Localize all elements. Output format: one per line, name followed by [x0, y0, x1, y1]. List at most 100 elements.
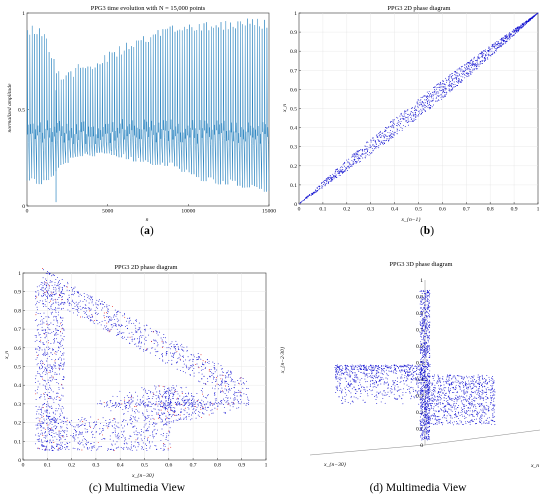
data-point: [235, 392, 237, 393]
data-point: [401, 114, 403, 116]
data-point: [92, 446, 94, 448]
data-point: [49, 386, 51, 388]
data-point: [232, 401, 234, 403]
data-point: [35, 443, 37, 445]
data-point: [182, 349, 184, 351]
data-point: [221, 400, 223, 402]
data-point: [75, 434, 77, 436]
data-point: [51, 423, 53, 425]
data-point: [37, 432, 39, 434]
data-point: [155, 398, 157, 400]
data-point: [354, 365, 356, 367]
y-tick-label: 0.4: [290, 126, 297, 132]
data-point: [401, 127, 403, 129]
data-point: [48, 346, 50, 348]
data-point: [35, 393, 37, 395]
data-point: [35, 298, 37, 300]
data-point: [444, 94, 446, 96]
data-point: [380, 142, 382, 144]
data-point: [165, 400, 167, 401]
data-point: [402, 115, 404, 117]
data-point: [318, 186, 320, 188]
data-point: [77, 423, 79, 425]
data-point: [398, 119, 400, 121]
data-point: [46, 423, 48, 425]
data-point: [421, 100, 423, 102]
data-point: [124, 316, 126, 318]
data-point: [213, 378, 214, 380]
data-point: [42, 343, 44, 345]
data-point: [45, 354, 47, 355]
data-point: [228, 389, 230, 391]
y-tick-label: 0.8: [290, 49, 297, 55]
data-point: [379, 142, 381, 144]
data-point: [355, 162, 357, 164]
data-point: [54, 275, 56, 277]
data-point: [363, 153, 365, 155]
data-point: [51, 331, 53, 333]
data-point: [44, 368, 46, 369]
data-point: [201, 399, 203, 401]
data-point: [47, 449, 49, 451]
data-point: [173, 410, 175, 412]
data-point: [58, 439, 60, 441]
data-point: [45, 284, 47, 286]
data-point: [497, 44, 498, 45]
data-point: [167, 407, 169, 409]
data-point: [434, 403, 436, 405]
data-point: [518, 29, 520, 31]
data-point: [66, 442, 68, 444]
data-point: [506, 34, 508, 36]
data-point: [212, 373, 214, 375]
data-point: [75, 431, 77, 433]
data-point: [328, 179, 330, 181]
data-point: [381, 133, 383, 134]
data-point: [356, 150, 358, 152]
data-point: [421, 349, 422, 350]
data-point: [160, 393, 161, 395]
data-point: [472, 411, 473, 413]
data-point: [438, 100, 440, 102]
data-point: [221, 387, 223, 389]
data-point: [395, 369, 396, 370]
data-point: [472, 65, 474, 67]
data-point: [42, 423, 44, 424]
data-point: [242, 387, 244, 389]
data-point: [142, 396, 144, 398]
data-point: [510, 35, 512, 37]
data-point: [425, 105, 427, 107]
data-point: [155, 403, 157, 405]
data-point: [222, 391, 224, 393]
data-point: [416, 381, 418, 383]
data-point: [141, 341, 142, 343]
data-point: [221, 403, 223, 405]
data-point: [376, 136, 378, 138]
data-point: [463, 73, 465, 75]
data-point: [35, 311, 37, 313]
data-point: [405, 116, 407, 118]
data-point: [379, 131, 380, 133]
data-point: [219, 384, 221, 386]
data-point: [236, 392, 238, 393]
data-point: [105, 329, 107, 330]
data-point: [81, 307, 83, 309]
data-point: [308, 195, 310, 196]
data-point: [49, 405, 51, 407]
data-point: [229, 409, 231, 411]
data-point: [136, 345, 138, 347]
data-point: [139, 339, 140, 341]
data-point: [40, 423, 42, 425]
data-point: [41, 432, 43, 434]
data-point: [42, 435, 44, 437]
data-point: [161, 341, 163, 343]
data-point: [380, 136, 382, 138]
data-point: [46, 404, 47, 405]
data-point: [234, 394, 236, 396]
data-point: [49, 429, 51, 431]
data-point: [366, 145, 368, 147]
data-point: [189, 367, 191, 369]
data-point: [180, 418, 182, 420]
data-point: [103, 402, 105, 404]
data-point: [203, 364, 205, 366]
data-point: [190, 354, 192, 356]
